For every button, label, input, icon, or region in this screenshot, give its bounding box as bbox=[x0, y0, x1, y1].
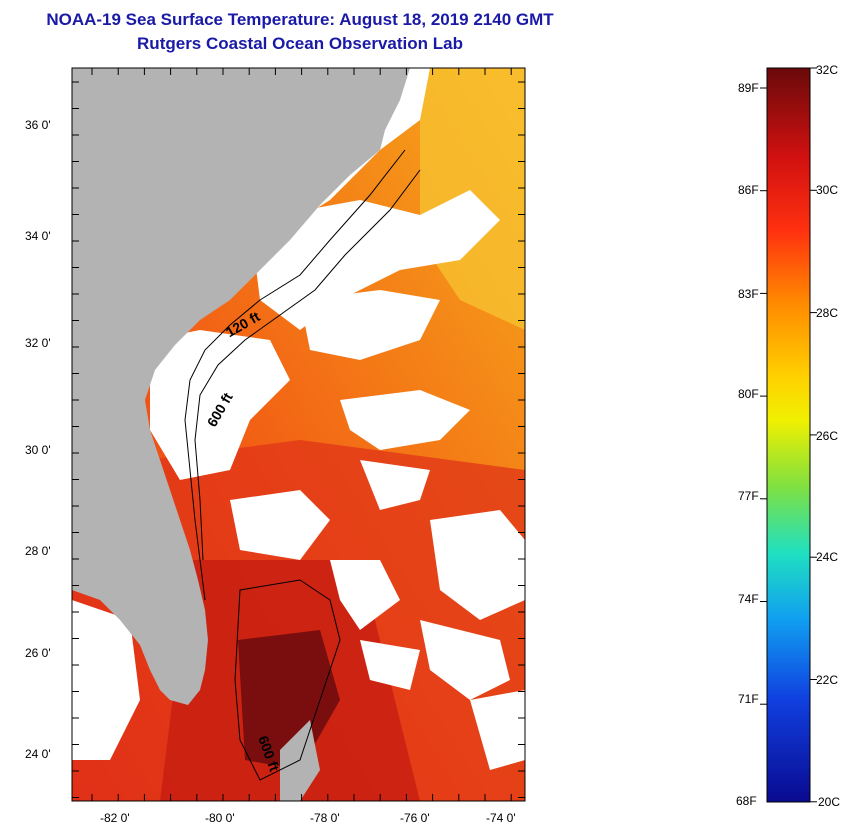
lat-label: 32 0' bbox=[25, 336, 51, 350]
lat-label: 34 0' bbox=[25, 229, 51, 243]
colorbar-c-label: 32C bbox=[816, 63, 838, 77]
colorbar-f-label: 89F bbox=[738, 81, 759, 95]
colorbar-c-label: 24C bbox=[816, 550, 838, 564]
lon-label: -74 0' bbox=[486, 811, 516, 825]
colorbar-c-label: 30C bbox=[816, 183, 838, 197]
colorbar-f-label: 83F bbox=[738, 287, 759, 301]
lat-label: 26 0' bbox=[25, 646, 51, 660]
colorbar-f-label: 74F bbox=[738, 592, 759, 606]
lat-label: 24 0' bbox=[25, 747, 51, 761]
map-area bbox=[72, 68, 525, 801]
contour-bahamas bbox=[234, 579, 341, 781]
colorbar: 89F 86F 83F 80F 77F 74F 71F 68F 32C 30C … bbox=[736, 63, 840, 809]
lon-label: -80 0' bbox=[205, 811, 235, 825]
colorbar-c-label: 26C bbox=[816, 429, 838, 443]
colorbar-c-label: 20C bbox=[818, 795, 840, 809]
lat-label: 36 0' bbox=[25, 118, 51, 132]
hot-water-region bbox=[238, 630, 340, 770]
lat-label: 30 0' bbox=[25, 443, 51, 457]
land-mass bbox=[72, 68, 410, 705]
lon-label: -78 0' bbox=[310, 811, 340, 825]
colorbar-f-label: 86F bbox=[738, 183, 759, 197]
map-title: NOAA-19 Sea Surface Temperature: August … bbox=[46, 10, 554, 29]
lon-label: -76 0' bbox=[400, 811, 430, 825]
longitude-axis: -82 0' -80 0' -78 0' -76 0' -74 0' bbox=[100, 811, 516, 825]
map-subtitle: Rutgers Coastal Ocean Observation Lab bbox=[137, 34, 463, 53]
colorbar-f-label: 80F bbox=[738, 387, 759, 401]
colorbar-gradient bbox=[766, 67, 811, 803]
lat-label: 28 0' bbox=[25, 544, 51, 558]
contour-600ft bbox=[194, 169, 421, 561]
colorbar-f-label: 77F bbox=[738, 489, 759, 503]
contour-120ft bbox=[184, 149, 406, 601]
lon-label: -82 0' bbox=[100, 811, 130, 825]
colorbar-c-label: 28C bbox=[816, 306, 838, 320]
colorbar-f-label: 71F bbox=[738, 692, 759, 706]
latitude-axis: 36 0' 34 0' 32 0' 30 0' 28 0' 26 0' 24 0… bbox=[25, 118, 51, 761]
map-frame bbox=[71, 67, 526, 802]
colorbar-c-label: 22C bbox=[816, 673, 838, 687]
colorbar-f-label: 68F bbox=[736, 794, 757, 808]
